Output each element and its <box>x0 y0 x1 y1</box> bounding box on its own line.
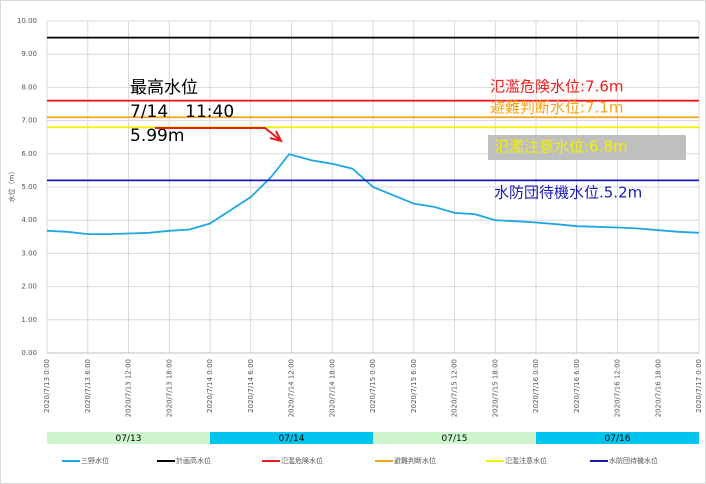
y-axis-label: 水位（m） <box>7 168 16 203</box>
legend-label: 水防団待機水位 <box>609 456 658 465</box>
day-band <box>47 432 210 444</box>
label-box <box>488 135 686 160</box>
legend-label: 氾濫注意水位 <box>505 456 547 465</box>
y-tick-label: 1.00 <box>21 316 37 324</box>
x-tick-label: 2020/7/13 0:00 <box>43 359 51 413</box>
x-tick-label: 2020/7/15 6:00 <box>410 359 418 413</box>
arrow-head <box>269 130 283 143</box>
y-tick-label: 7.00 <box>21 117 37 125</box>
x-tick-label: 2020/7/15 0:00 <box>369 359 377 413</box>
day-label: 07/13 <box>116 434 142 444</box>
x-tick-label: 2020/7/16 6:00 <box>573 359 581 413</box>
x-tick-label: 2020/7/16 12:00 <box>614 359 622 417</box>
x-tick-label: 2020/7/13 18:00 <box>165 359 173 417</box>
x-tick-label: 2020/7/15 12:00 <box>451 359 459 417</box>
y-tick-label: 5.00 <box>21 183 37 191</box>
x-tick-label: 2020/7/16 18:00 <box>654 359 662 417</box>
x-tick-label: 2020/7/14 6:00 <box>247 359 255 413</box>
day-band <box>373 432 536 444</box>
x-tick-label: 2020/7/14 0:00 <box>206 359 214 413</box>
x-tick-label: 2020/7/16 0:00 <box>532 359 540 413</box>
x-tick-label: 2020/7/14 12:00 <box>288 359 296 417</box>
day-band <box>536 432 699 444</box>
level-label: 避難判断水位:7.1m <box>490 99 624 117</box>
x-tick-label: 2020/7/13 12:00 <box>125 359 133 417</box>
x-tick-label: 2020/7/13 6:00 <box>84 359 92 413</box>
level-label: 氾濫危険水位:7.6m <box>490 78 624 96</box>
x-tick-label: 2020/7/15 18:00 <box>491 359 499 417</box>
arrow <box>155 127 281 141</box>
legend-label: 三野水位 <box>81 456 109 465</box>
peak-annotation: 最高水位 <box>130 78 198 98</box>
legend-label: 避難判断水位 <box>394 456 436 465</box>
y-tick-label: 8.00 <box>21 83 37 91</box>
y-tick-label: 0.00 <box>21 349 37 357</box>
day-band <box>210 432 373 444</box>
x-tick-label: 2020/7/14 18:00 <box>328 359 336 417</box>
peak-annotation: 7/14 11:40 <box>130 102 234 122</box>
y-tick-label: 2.00 <box>21 283 37 291</box>
y-tick-label: 3.00 <box>21 249 37 257</box>
y-tick-label: 10.00 <box>17 17 37 25</box>
day-label: 07/14 <box>279 434 305 444</box>
legend-label: 計画高水位 <box>176 456 211 465</box>
legend-label: 氾濫危険水位 <box>281 456 323 465</box>
day-label: 07/15 <box>442 434 468 444</box>
water-level-line <box>46 153 700 235</box>
peak-annotation: 5.99m <box>130 126 184 146</box>
y-tick-label: 6.00 <box>21 150 37 158</box>
x-tick-label: 2020/7/17 0:00 <box>695 359 703 413</box>
y-tick-label: 9.00 <box>21 50 37 58</box>
day-label: 07/16 <box>605 434 631 444</box>
level-label: 氾濫注意水位:6.8m <box>494 138 628 156</box>
y-tick-label: 4.00 <box>21 216 37 224</box>
level-label: 水防団待機水位.5.2m <box>494 184 642 202</box>
